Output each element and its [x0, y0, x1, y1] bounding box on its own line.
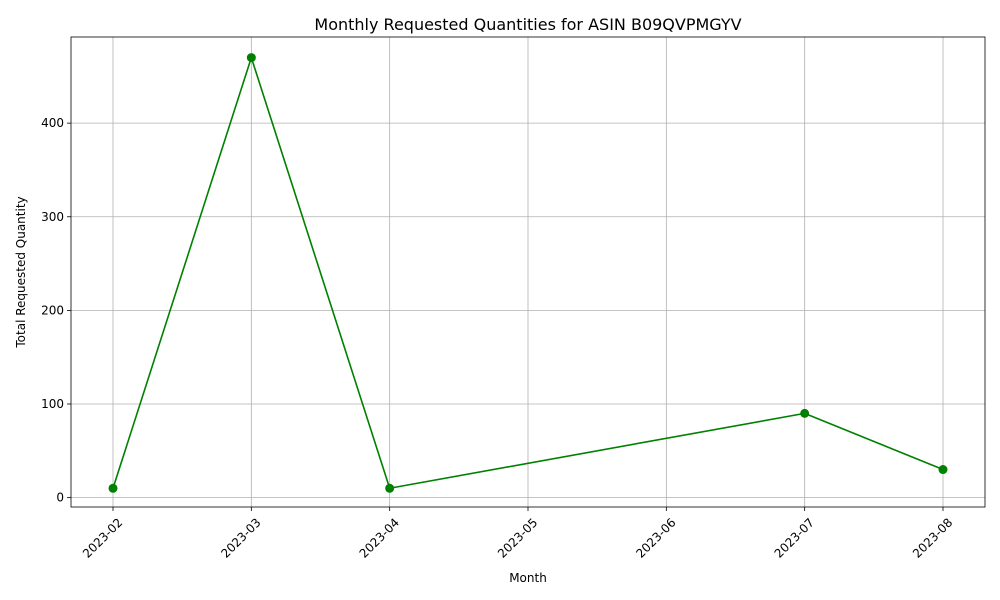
- y-tick-label: 300: [41, 210, 64, 224]
- x-tick-label: 2023-05: [495, 515, 540, 560]
- y-tick-label: 0: [56, 491, 64, 505]
- x-axis-label: Month: [509, 571, 547, 585]
- x-tick-label: 2023-02: [80, 515, 125, 560]
- x-tick-label: 2023-06: [633, 515, 678, 560]
- y-tick-label: 200: [41, 303, 64, 317]
- x-tick-label: 2023-07: [772, 515, 817, 560]
- y-tick-label: 400: [41, 116, 64, 130]
- data-point: [108, 483, 118, 493]
- data-point: [938, 465, 948, 475]
- axis-ticks: 2023-02 2023-03 2023-04 2023-05 2023-06 2023-…: [41, 116, 955, 561]
- data-point: [800, 408, 810, 418]
- y-axis-label: Total Requested Quantity: [14, 196, 28, 348]
- data-point: [246, 53, 256, 63]
- data-point: [385, 483, 395, 493]
- series-layer: [108, 53, 948, 493]
- x-tick-label: 2023-03: [218, 515, 263, 560]
- x-tick-label: 2023-08: [910, 515, 955, 560]
- grid: [71, 37, 985, 507]
- x-tick-label: 2023-04: [357, 515, 402, 560]
- y-tick-label: 100: [41, 397, 64, 411]
- chart-title: Monthly Requested Quantities for ASIN B0…: [314, 15, 741, 34]
